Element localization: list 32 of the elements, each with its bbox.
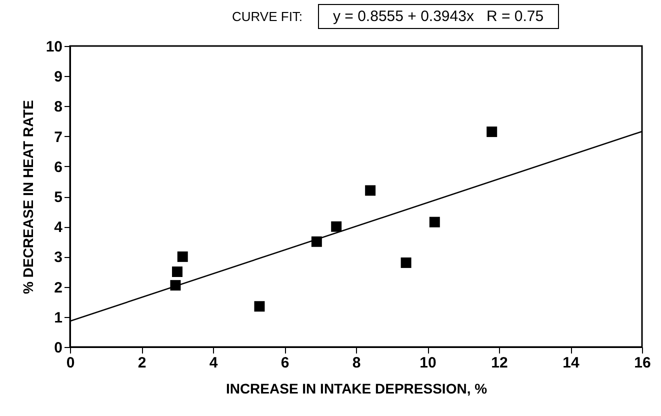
x-tick-label: 8 xyxy=(352,354,361,372)
point xyxy=(172,266,182,277)
x-tick-label: 4 xyxy=(209,354,218,372)
y-tick-label: 3 xyxy=(54,249,62,266)
x-tick-label: 16 xyxy=(634,354,651,372)
point xyxy=(177,251,188,262)
x-tick-label: 14 xyxy=(562,354,580,372)
point xyxy=(400,257,412,268)
y-tick-label: 1 xyxy=(54,309,62,326)
y-tick-label: 4 xyxy=(54,219,64,236)
point xyxy=(331,221,342,232)
x-tick-label: 12 xyxy=(491,354,508,372)
y-tick-label: 8 xyxy=(54,98,62,116)
point xyxy=(365,185,376,196)
x-tick-label: 6 xyxy=(280,354,290,372)
y-tick-label: 6 xyxy=(54,158,62,176)
point xyxy=(486,126,498,138)
x-axis-title: INCREASE IN INTAKE DEPRESSION, % xyxy=(226,380,488,396)
point xyxy=(254,301,265,312)
x-tick-label: 0 xyxy=(66,354,75,372)
x-tick-label: 2 xyxy=(138,354,146,372)
text: y = 0.8555 + 0.3943x R = 0.75 xyxy=(318,4,559,29)
text: CURVE FIT: xyxy=(232,9,303,24)
y-tick-label: 0 xyxy=(54,340,62,356)
y-tick-label: 7 xyxy=(54,128,62,146)
x-tick-label: 10 xyxy=(420,354,436,372)
y-tick-label: 10 xyxy=(46,38,62,56)
y-tick-label: 2 xyxy=(54,279,62,296)
y-tick-label: 5 xyxy=(54,189,62,206)
y-tick-label: 9 xyxy=(54,68,62,86)
point xyxy=(429,216,440,228)
y-axis-title: % DECREASE IN HEAT RATE xyxy=(20,100,36,294)
